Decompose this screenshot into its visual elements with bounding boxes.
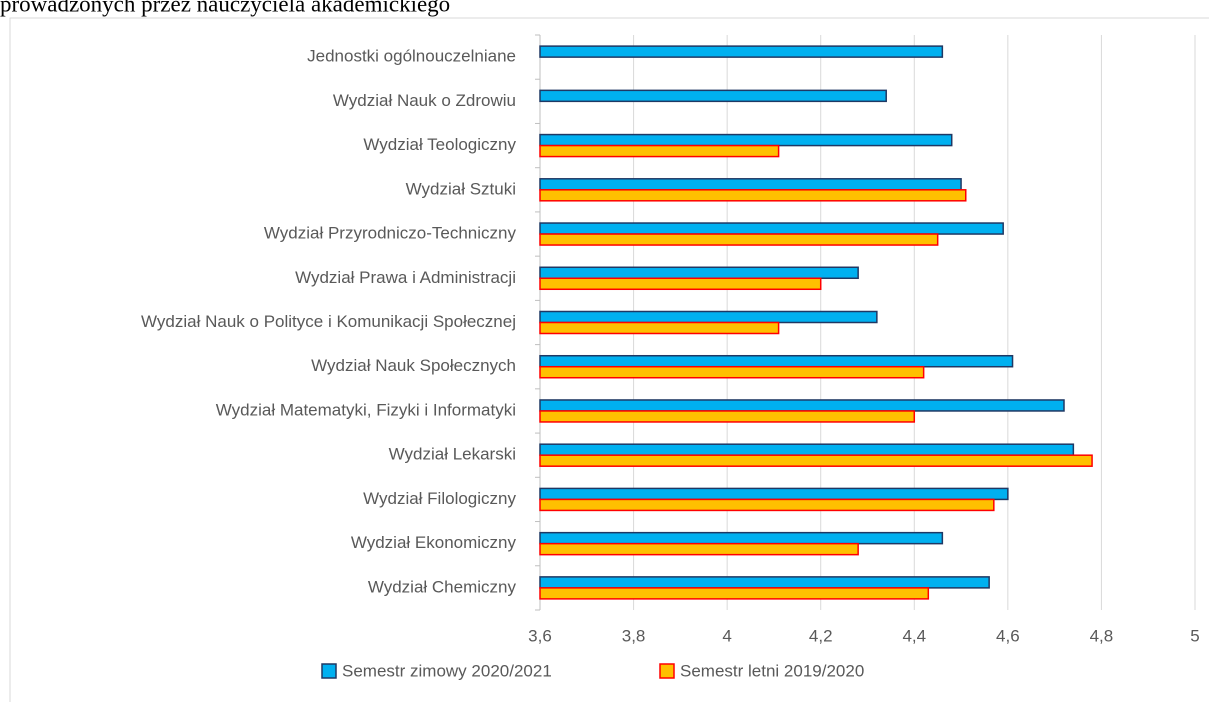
bar bbox=[539, 45, 944, 58]
y-tick-label: Wydział Przyrodniczo-Techniczny bbox=[264, 224, 517, 243]
bar bbox=[539, 542, 859, 556]
chart-title: prowadzonych przez nauczyciela akademick… bbox=[0, 0, 450, 16]
x-tick-label: 3,8 bbox=[622, 626, 646, 645]
bar bbox=[539, 222, 1004, 235]
bar bbox=[539, 410, 916, 423]
y-tick-label: Wydział Filologiczny bbox=[363, 489, 516, 508]
y-tick-label: Jednostki ogólnouczelniane bbox=[307, 47, 516, 66]
bar bbox=[539, 487, 1009, 501]
y-tick-label: Wydział Sztuki bbox=[406, 179, 516, 198]
bar bbox=[539, 365, 925, 379]
y-tick-label: Wydział Prawa i Administracji bbox=[295, 268, 516, 287]
bar bbox=[539, 310, 878, 324]
bar bbox=[539, 576, 990, 589]
x-tick-label: 3,6 bbox=[528, 626, 552, 645]
bar bbox=[539, 354, 1014, 368]
x-tick-label: 5 bbox=[1190, 626, 1199, 645]
bar bbox=[539, 498, 995, 512]
y-tick-label: Wydział Ekonomiczny bbox=[351, 533, 517, 552]
bar bbox=[539, 144, 780, 158]
bar bbox=[539, 443, 1075, 456]
bar bbox=[539, 587, 930, 600]
y-tick-label: Wydział Chemiczny bbox=[368, 577, 517, 596]
legend-swatch bbox=[321, 663, 337, 679]
x-tick-label: 4,8 bbox=[1090, 626, 1114, 645]
y-tick-label: Wydział Lekarski bbox=[389, 445, 516, 464]
y-tick-label: Wydział Nauk o Zdrowiu bbox=[333, 91, 516, 110]
y-tick-label: Wydział Matematyki, Fizyki i Informatyki bbox=[216, 400, 516, 419]
y-tick-label: Wydział Nauk Społecznych bbox=[311, 356, 516, 375]
bar bbox=[539, 233, 939, 246]
y-tick-label: Wydział Nauk o Polityce i Komunikacji Sp… bbox=[141, 312, 516, 331]
bar bbox=[539, 321, 780, 335]
legend-label: Semestr letni 2019/2020 bbox=[680, 661, 864, 680]
legend-swatch bbox=[659, 663, 675, 679]
x-tick-label: 4,2 bbox=[809, 626, 833, 645]
bar bbox=[539, 189, 967, 202]
bar bbox=[539, 133, 953, 147]
y-tick-label: Wydział Teologiczny bbox=[363, 135, 516, 154]
legend-label: Semestr zimowy 2020/2021 bbox=[342, 661, 552, 680]
bar bbox=[539, 178, 962, 191]
chart-frame bbox=[9, 17, 1209, 702]
bar bbox=[539, 531, 944, 545]
bar bbox=[539, 89, 887, 103]
bar bbox=[539, 454, 1093, 467]
bar bbox=[539, 399, 1065, 412]
x-tick-label: 4,6 bbox=[996, 626, 1020, 645]
bar bbox=[539, 277, 822, 291]
x-tick-label: 4 bbox=[722, 626, 731, 645]
bar bbox=[539, 266, 859, 280]
x-tick-label: 4,4 bbox=[902, 626, 926, 645]
